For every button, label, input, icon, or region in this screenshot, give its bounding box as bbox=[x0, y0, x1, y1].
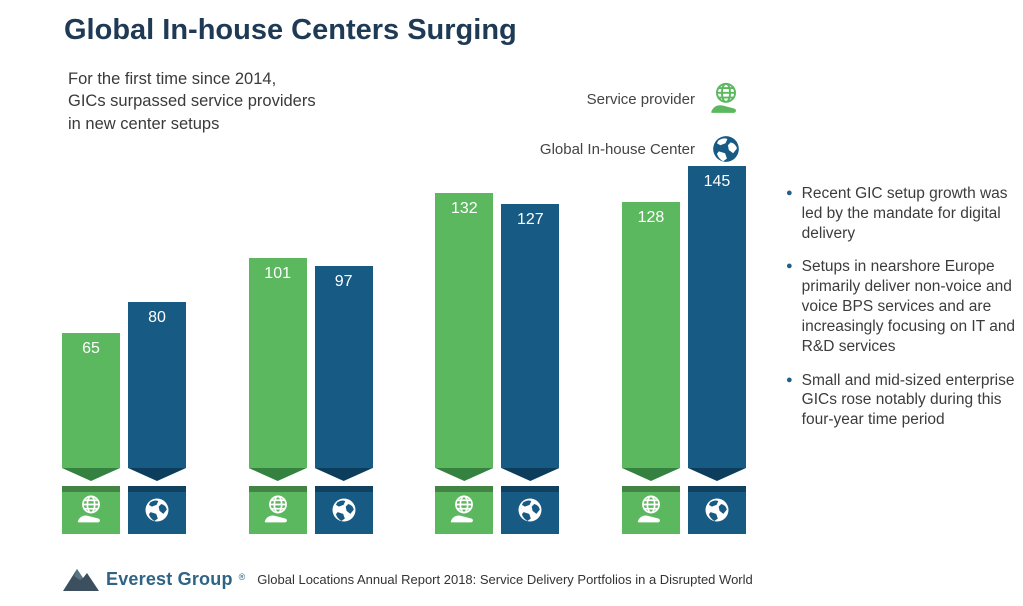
bar-column: 127 bbox=[501, 204, 560, 534]
bar: 127 bbox=[501, 204, 560, 468]
bar-value-label: 145 bbox=[703, 173, 731, 190]
hand-globe-icon bbox=[261, 493, 295, 527]
globe-icon bbox=[140, 493, 174, 527]
insight-item: Setups in nearshore Europe primarily del… bbox=[786, 257, 1016, 356]
legend-row-gic: Global In-house Center bbox=[540, 130, 745, 168]
insight-item: Small and mid-sized enterprise GICs rose… bbox=[786, 371, 1016, 430]
legend-row-service-provider: Service provider bbox=[540, 80, 745, 118]
legend-label-gic: Global In-house Center bbox=[539, 140, 695, 158]
bar-column: 145 bbox=[687, 166, 746, 534]
bar: 101 bbox=[248, 258, 307, 468]
hand-globe-icon bbox=[707, 80, 745, 118]
bar-value-label: 127 bbox=[516, 211, 544, 228]
bar: 65 bbox=[62, 333, 120, 468]
bar-column: 65 bbox=[62, 333, 120, 534]
bar-value-label: 97 bbox=[334, 273, 353, 290]
bar-group: 101 97 bbox=[248, 258, 373, 534]
bar: 80 bbox=[128, 302, 186, 468]
bar-group: 132 127 bbox=[435, 193, 560, 534]
subtitle: For the first time since 2014, GICs surp… bbox=[68, 70, 316, 133]
bar-value-label: 132 bbox=[450, 200, 478, 217]
bar-pedestal bbox=[248, 486, 307, 534]
legend: Service provider Global In-house Center bbox=[540, 80, 745, 168]
bar: 97 bbox=[314, 266, 373, 468]
bar-column: 80 bbox=[128, 302, 186, 534]
hand-globe-icon bbox=[634, 493, 668, 527]
bar-value-label: 101 bbox=[264, 265, 291, 282]
page-title: Global In-house Centers Surging bbox=[64, 14, 517, 46]
bar-value-label: 80 bbox=[148, 309, 166, 326]
bar-chart: 65 80 101 97 132 127 128 145 bbox=[62, 162, 746, 534]
globe-icon bbox=[700, 493, 734, 527]
bar-pedestal bbox=[621, 486, 680, 534]
bar-pedestal bbox=[314, 486, 373, 534]
bar-pedestal bbox=[501, 486, 560, 534]
bar-column: 97 bbox=[314, 266, 373, 534]
bar-connector-shape bbox=[621, 468, 680, 481]
bar-pedestal bbox=[687, 486, 746, 534]
hand-globe-icon bbox=[447, 493, 481, 527]
bar-pedestal bbox=[62, 486, 120, 534]
bar: 132 bbox=[435, 193, 494, 468]
report-caption: Global Locations Annual Report 2018: Ser… bbox=[257, 571, 753, 587]
footer: Everest Group ® Global Locations Annual … bbox=[62, 566, 753, 592]
bar-connector-shape bbox=[62, 468, 120, 481]
insight-text: Small and mid-sized enterprise GICs rose… bbox=[801, 371, 1015, 429]
registered-mark: ® bbox=[238, 572, 246, 582]
insights-list: Recent GIC setup growth was led by the m… bbox=[786, 184, 1016, 430]
globe-icon bbox=[327, 493, 361, 527]
bar-column: 128 bbox=[621, 202, 680, 534]
bar-connector-shape bbox=[687, 468, 746, 481]
brand-name: Everest Group bbox=[106, 568, 233, 589]
bar-connector-shape bbox=[128, 468, 186, 481]
bar-pedestal bbox=[435, 486, 494, 534]
globe-icon bbox=[513, 493, 547, 527]
insight-item: Recent GIC setup growth was led by the m… bbox=[786, 184, 1016, 243]
legend-label-service-provider: Service provider bbox=[586, 90, 695, 108]
bar-connector-shape bbox=[248, 468, 307, 481]
bar: 145 bbox=[687, 166, 746, 468]
bar-connector-shape bbox=[501, 468, 560, 481]
bar-group: 128 145 bbox=[621, 166, 746, 534]
bar-group: 65 80 bbox=[62, 302, 186, 534]
insight-text: Setups in nearshore Europe primarily del… bbox=[801, 258, 1016, 355]
bar-column: 132 bbox=[435, 193, 494, 534]
bar-value-label: 128 bbox=[637, 209, 665, 226]
bar-column: 101 bbox=[248, 258, 307, 534]
bar: 128 bbox=[621, 202, 680, 468]
bar-pedestal bbox=[128, 486, 186, 534]
insight-text: Recent GIC setup growth was led by the m… bbox=[801, 185, 1008, 242]
hand-globe-icon bbox=[74, 493, 108, 527]
everest-group-logo-icon bbox=[62, 566, 100, 592]
bar-value-label: 65 bbox=[82, 340, 100, 357]
globe-icon bbox=[707, 130, 745, 168]
bar-connector-shape bbox=[314, 468, 373, 481]
bar-connector-shape bbox=[435, 468, 494, 481]
